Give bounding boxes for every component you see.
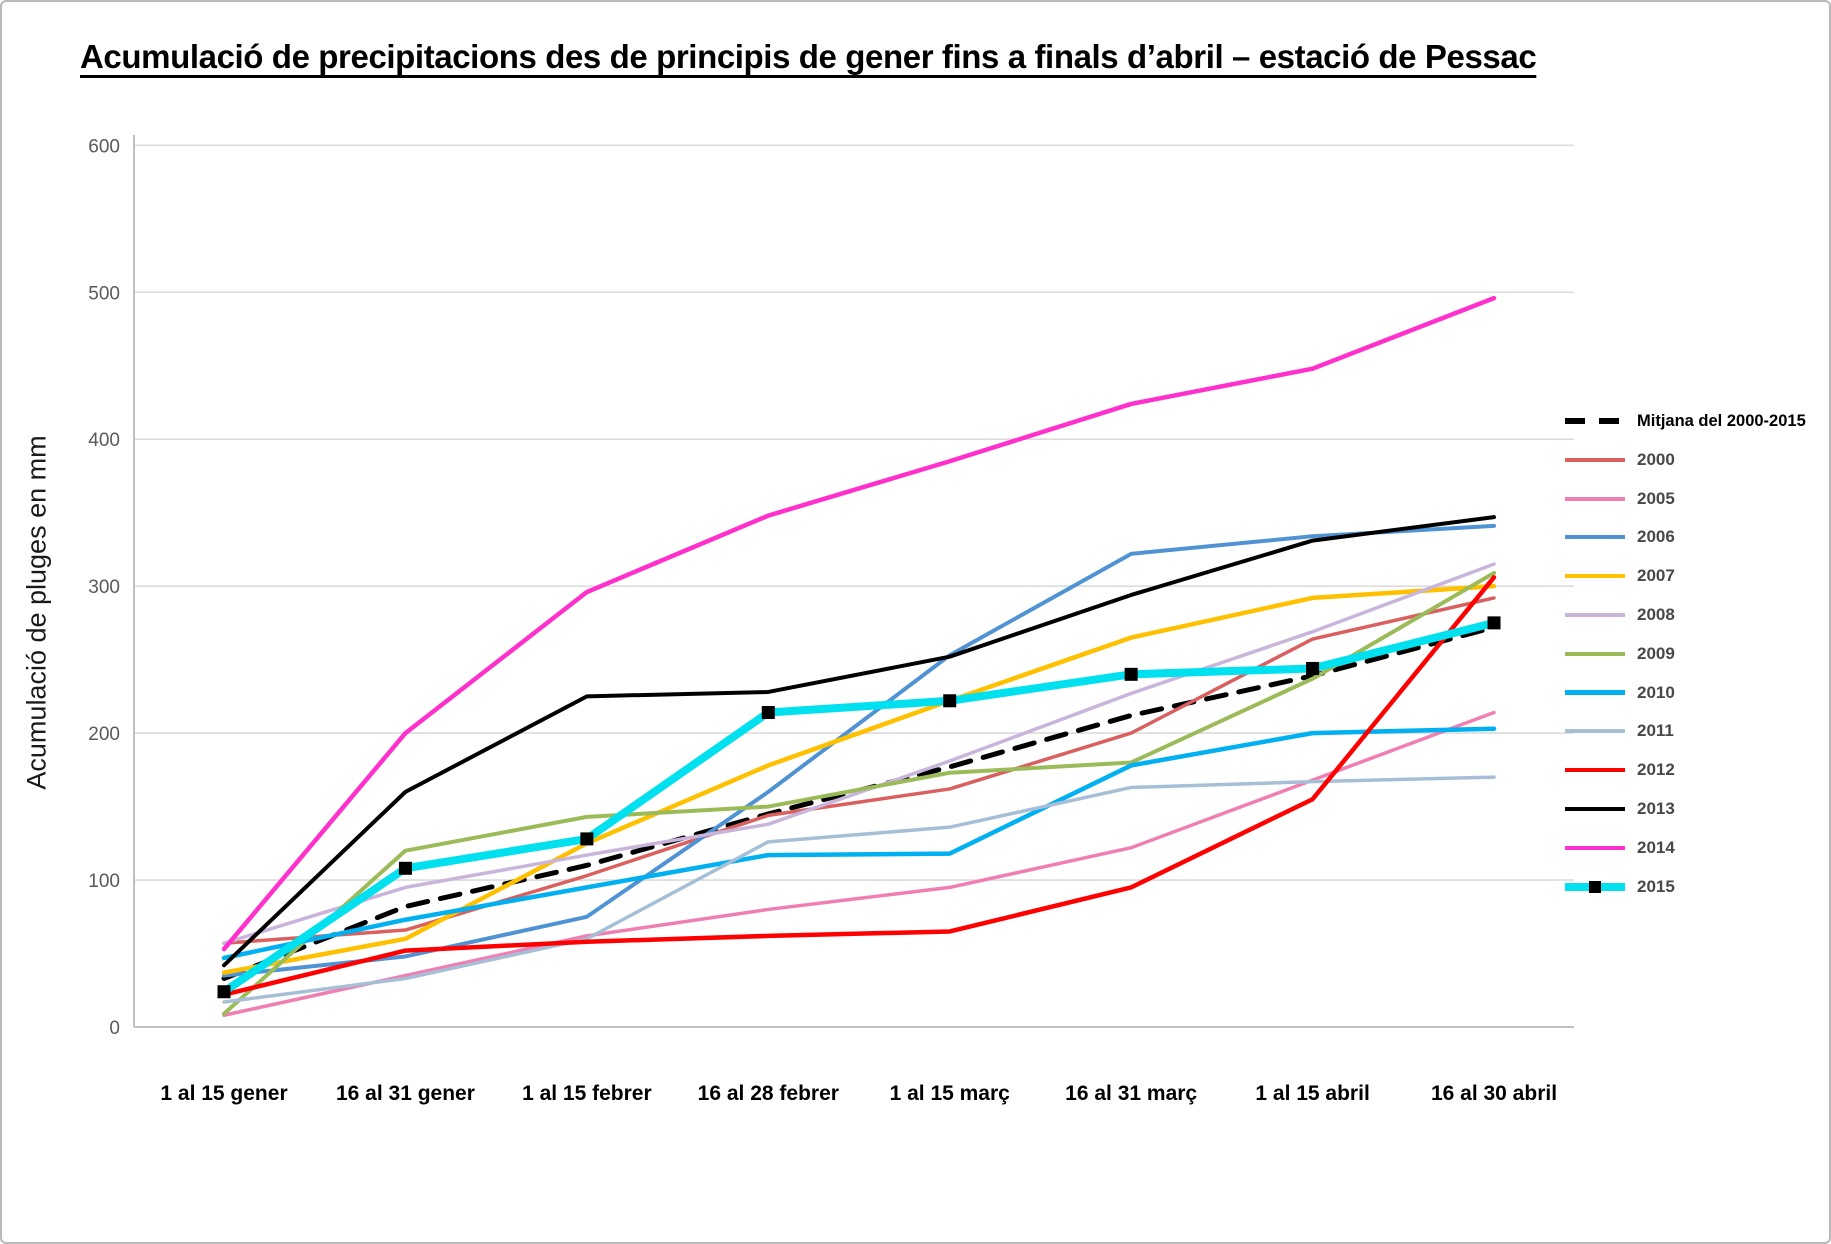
series-line-2011 — [222, 775, 1496, 1004]
legend-item-mitjana-del-2000-2015: Mitjana del 2000-2015 — [1565, 406, 1806, 436]
legend-line-sample — [1565, 613, 1625, 617]
series-line-2000 — [222, 596, 1496, 945]
y-tick-label-200: 200 — [88, 724, 120, 745]
series-line-2007 — [221, 583, 1497, 975]
x-tick-label-7: 16 al 30 abril — [1431, 1082, 1557, 1105]
legend-label: 2009 — [1637, 643, 1675, 663]
x-tick-label-1: 16 al 31 gener — [336, 1082, 475, 1105]
legend-label: Mitjana del 2000-2015 — [1637, 411, 1806, 430]
legend-line-sample — [1565, 457, 1625, 462]
legend-label: 2008 — [1637, 605, 1675, 624]
legend-label: 2014 — [1637, 837, 1675, 857]
legend-marker-square — [1589, 880, 1601, 893]
legend-item-2012: 2012 — [1565, 755, 1675, 785]
legend-line-sample — [1565, 729, 1625, 734]
legend-label: 2015 — [1637, 876, 1675, 896]
legend-line-sample — [1565, 807, 1625, 811]
y-tick-label-100: 100 — [88, 871, 120, 892]
legend-line-sample — [1565, 880, 1625, 893]
x-tick-label-3: 16 al 28 febrer — [698, 1082, 839, 1105]
y-tick-label-500: 500 — [88, 283, 120, 304]
series-marker-2015-2 — [580, 832, 594, 846]
legend-item-2013: 2013 — [1565, 794, 1675, 824]
series-line-2015 — [220, 618, 1499, 996]
series-marker-2015-1 — [398, 861, 412, 875]
series-marker-2015-4 — [943, 694, 957, 708]
legend-item-2014: 2014 — [1565, 833, 1675, 863]
x-tick-label-6: 1 al 15 abril — [1255, 1082, 1369, 1105]
legend-item-2007: 2007 — [1565, 561, 1675, 591]
series-marker-2015-3 — [761, 706, 775, 720]
legend-label: 2000 — [1637, 449, 1675, 469]
y-tick-label-300: 300 — [88, 577, 120, 598]
y-tick-label-400: 400 — [88, 430, 120, 451]
legend-label: 2012 — [1637, 760, 1675, 780]
legend-line-sample — [1565, 690, 1625, 695]
x-tick-label-5: 16 al 31 març — [1065, 1082, 1197, 1105]
y-tick-label-600: 600 — [88, 136, 120, 157]
x-tick-label-4: 1 al 15 març — [890, 1082, 1011, 1105]
legend-label: 2006 — [1637, 527, 1675, 547]
chart-title: Acumulació de precipitacions des de prin… — [80, 38, 1537, 75]
legend-item-2009: 2009 — [1565, 639, 1675, 669]
series-marker-2015-0 — [217, 985, 231, 999]
legend-item-2008: 2008 — [1565, 600, 1675, 630]
legend-line-sample — [1565, 845, 1625, 851]
legend-line-sample — [1565, 651, 1625, 656]
series-line-2013 — [222, 515, 1497, 968]
legend-item-2000: 2000 — [1565, 445, 1675, 475]
series-line-2012 — [221, 575, 1497, 997]
legend-item-2011: 2011 — [1565, 716, 1674, 746]
legend-label: 2011 — [1637, 721, 1674, 741]
series-line-2005 — [222, 710, 1496, 1017]
series-marker-2015-6 — [1306, 661, 1320, 675]
series-line-2006 — [222, 523, 1497, 978]
series-line-2009 — [222, 570, 1497, 1016]
legend-line-sample — [1565, 535, 1625, 540]
series-line-2008 — [222, 562, 1496, 945]
legend-item-2015: 2015 — [1565, 872, 1675, 902]
legend-label: 2013 — [1637, 799, 1675, 818]
legend-label: 2007 — [1637, 566, 1675, 586]
series-marker-2015-5 — [1124, 667, 1138, 681]
x-tick-label-2: 1 al 15 febrer — [522, 1082, 652, 1105]
legend-line-sample — [1565, 496, 1625, 501]
legend-item-2006: 2006 — [1565, 522, 1675, 552]
legend-item-2010: 2010 — [1565, 678, 1675, 708]
x-tick-label-0: 1 al 15 gener — [160, 1082, 287, 1105]
legend-line-sample — [1565, 573, 1625, 579]
y-tick-label-0: 0 — [109, 1018, 120, 1039]
legend-label: 2005 — [1637, 488, 1675, 508]
legend-line-sample — [1565, 418, 1625, 424]
legend-item-2005: 2005 — [1565, 484, 1675, 514]
series-line-2010 — [221, 726, 1497, 961]
series-line-2014 — [221, 295, 1497, 952]
series-marker-2015-7 — [1487, 616, 1501, 630]
legend-label: 2010 — [1637, 682, 1675, 702]
legend-line-sample — [1565, 767, 1625, 773]
